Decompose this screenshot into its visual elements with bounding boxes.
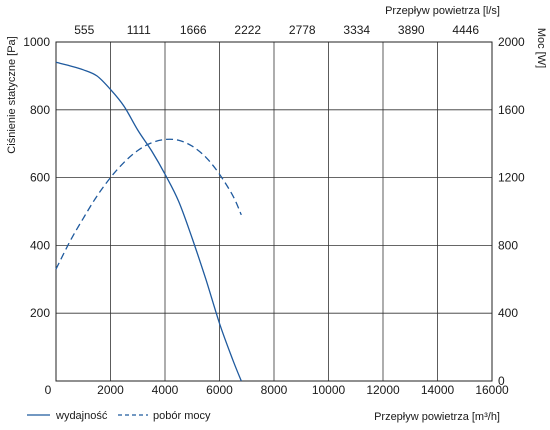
x-top-tick-label: 4446 (452, 23, 479, 37)
x-axis-top-title: Przepływ powietrza [l/s] (385, 5, 500, 17)
x-tick-label: 2000 (97, 383, 124, 397)
legend: wydajność pobór mocy (27, 410, 211, 422)
y-right-tick-label: 1600 (498, 103, 525, 117)
y-right-tick-label: 400 (498, 306, 518, 320)
x-top-tick-label: 3890 (398, 23, 425, 37)
x-axis-bottom-ticks: 0 2000 4000 6000 8000 10000 12000 14000 16000 (45, 383, 509, 397)
series-layer (55, 61, 242, 382)
x-top-tick-label: 555 (74, 23, 94, 37)
x-top-tick-label: 2222 (234, 23, 261, 37)
plot-frame (55, 41, 493, 382)
x-top-tick-label: 1111 (127, 23, 151, 37)
x-tick-label: 4000 (152, 383, 179, 397)
y-left-tick-label: 1000 (23, 35, 50, 49)
x-tick-label: 14000 (421, 383, 455, 397)
x-tick-label: 12000 (366, 383, 400, 397)
series-line-wydajnosc (55, 61, 242, 382)
y-axis-left-title: Ciśnienie statyczne [Pa] (6, 36, 18, 153)
y-left-tick-label: 400 (30, 238, 50, 252)
grid (56, 42, 492, 381)
x-tick-label: 8000 (261, 383, 288, 397)
legend-label-pobor-mocy: pobór mocy (153, 410, 211, 422)
x-tick-label: 10000 (312, 383, 346, 397)
x-top-tick-label: 1666 (180, 23, 207, 37)
y-axis-left-ticks: 200 400 600 800 1000 (23, 35, 50, 320)
x-top-tick-label: 3334 (343, 23, 370, 37)
series-line-pobor-mocy (55, 138, 242, 270)
x-axis-bottom-title: Przepływ powietrza [m³/h] (374, 411, 500, 423)
x-tick-label: 0 (45, 383, 52, 397)
y-axis-right-ticks: 0 400 800 1200 1600 2000 (498, 35, 525, 388)
y-right-tick-label: 800 (498, 238, 518, 252)
legend-label-wydajnosc: wydajność (55, 410, 108, 422)
y-left-tick-label: 800 (30, 103, 50, 117)
x-tick-label: 16000 (475, 383, 509, 397)
x-axis-top-ticks: 555 1111 1666 2222 2778 3334 3890 4446 (74, 23, 479, 37)
y-right-tick-label: 0 (498, 374, 505, 388)
y-right-tick-label: 1200 (498, 171, 525, 185)
x-tick-label: 6000 (206, 383, 233, 397)
y-left-tick-label: 600 (30, 171, 50, 185)
x-top-tick-label: 2778 (289, 23, 316, 37)
y-right-tick-label: 2000 (498, 35, 525, 49)
y-left-tick-label: 200 (30, 306, 50, 320)
y-axis-right-title: Moc [W] (535, 28, 547, 68)
